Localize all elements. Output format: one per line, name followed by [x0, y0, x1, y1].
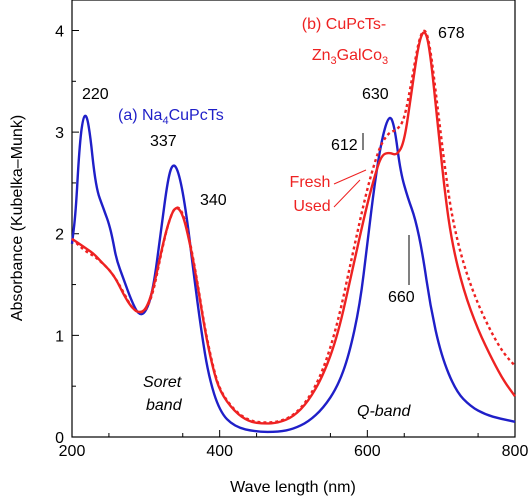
y-tick-label: 4 [55, 23, 64, 40]
peak-label-678: 678 [438, 25, 465, 42]
x-tick-label: 200 [59, 443, 86, 460]
plot-frame [71, 0, 516, 438]
soret-band-label-line2: band [146, 397, 183, 414]
series-line-2 [71, 29, 516, 424]
series-line-0 [70, 114, 516, 434]
fresh-leader-line [333, 169, 367, 185]
y-tick-label: 3 [55, 125, 64, 142]
peak-label-220: 220 [82, 86, 109, 103]
q-band-label: Q-band [357, 403, 411, 420]
x-tick-label: 800 [502, 443, 529, 460]
series-line-1 [71, 31, 516, 425]
y-axis-ticks: 0 1 2 3 4 [55, 23, 79, 447]
used-leader-line [333, 179, 361, 208]
y-tick-label: 0 [55, 430, 64, 447]
series-label-na4cupcts: (a) Na4CuPcTs [118, 107, 224, 127]
peak-label-660: 660 [388, 289, 415, 306]
y-tick-label: 2 [55, 227, 64, 244]
x-tick-label: 400 [206, 443, 233, 460]
x-axis-title: Wave length (nm) [230, 479, 356, 496]
series-label-cupcts-line2: Zn3GalCo3 [312, 47, 388, 67]
series-group [70, 29, 516, 434]
y-tick-label: 1 [55, 328, 64, 345]
x-tick-label: 600 [354, 443, 381, 460]
peak-label-612: 612 [331, 137, 358, 154]
y-axis-title: Absorbance (Kubelka–Munk) [9, 115, 26, 321]
series-label-cupcts-line1: (b) CuPcTs- [302, 16, 386, 33]
x-axis-ticks: 200 400 600 800 [59, 430, 529, 460]
label-used: Used [293, 198, 330, 215]
label-fresh: Fresh [290, 174, 331, 191]
peak-label-337: 337 [150, 133, 177, 150]
peak-label-340: 340 [200, 192, 227, 209]
peak-label-630: 630 [362, 86, 389, 103]
soret-band-label-line1: Soret [143, 374, 182, 391]
